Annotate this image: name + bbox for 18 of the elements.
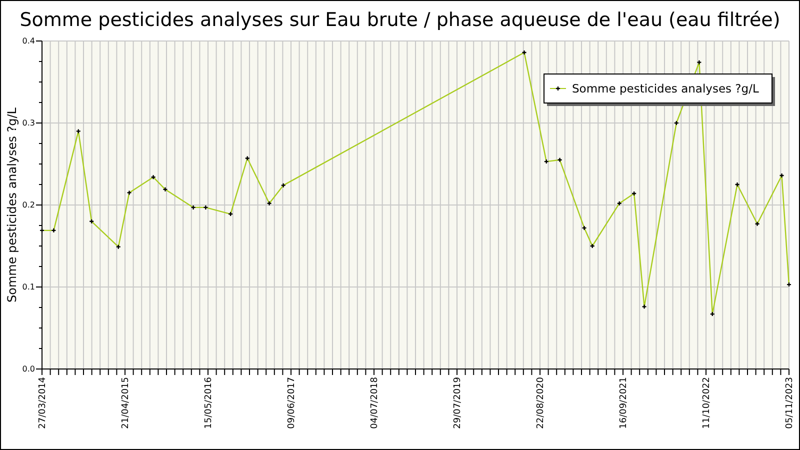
x-tick-label: 11/10/2022 — [702, 377, 712, 429]
x-tick-label: 09/06/2017 — [286, 377, 297, 429]
x-tick-label: 29/07/2019 — [452, 376, 463, 429]
x-tick-label: 22/08/2020 — [536, 376, 546, 429]
x-tick-label: 16/09/2021 — [618, 377, 629, 429]
legend-label: Somme pesticides analyses ?g/L — [572, 82, 760, 96]
x-tick-label: 21/04/2015 — [120, 377, 131, 429]
x-tick-label: 15/05/2016 — [204, 376, 214, 429]
x-tick-label: 04/07/2018 — [370, 376, 380, 429]
y-tick-label: 0.1 — [22, 282, 35, 292]
y-tick-label: 0.4 — [22, 36, 35, 46]
chart-title: Somme pesticides analyses sur Eau brute / phase aqueuse de l'eau (eau filtrée) — [20, 9, 780, 31]
y-tick-label: 0.0 — [22, 364, 35, 374]
y-tick-label: 0.2 — [22, 200, 35, 210]
x-tick-label: 05/11/2023 — [784, 377, 795, 429]
x-tick-label: 27/03/2014 — [38, 376, 48, 429]
y-axis-title: Somme pesticides analyses ?g/L — [5, 107, 19, 302]
y-tick-label: 0.3 — [22, 118, 35, 128]
